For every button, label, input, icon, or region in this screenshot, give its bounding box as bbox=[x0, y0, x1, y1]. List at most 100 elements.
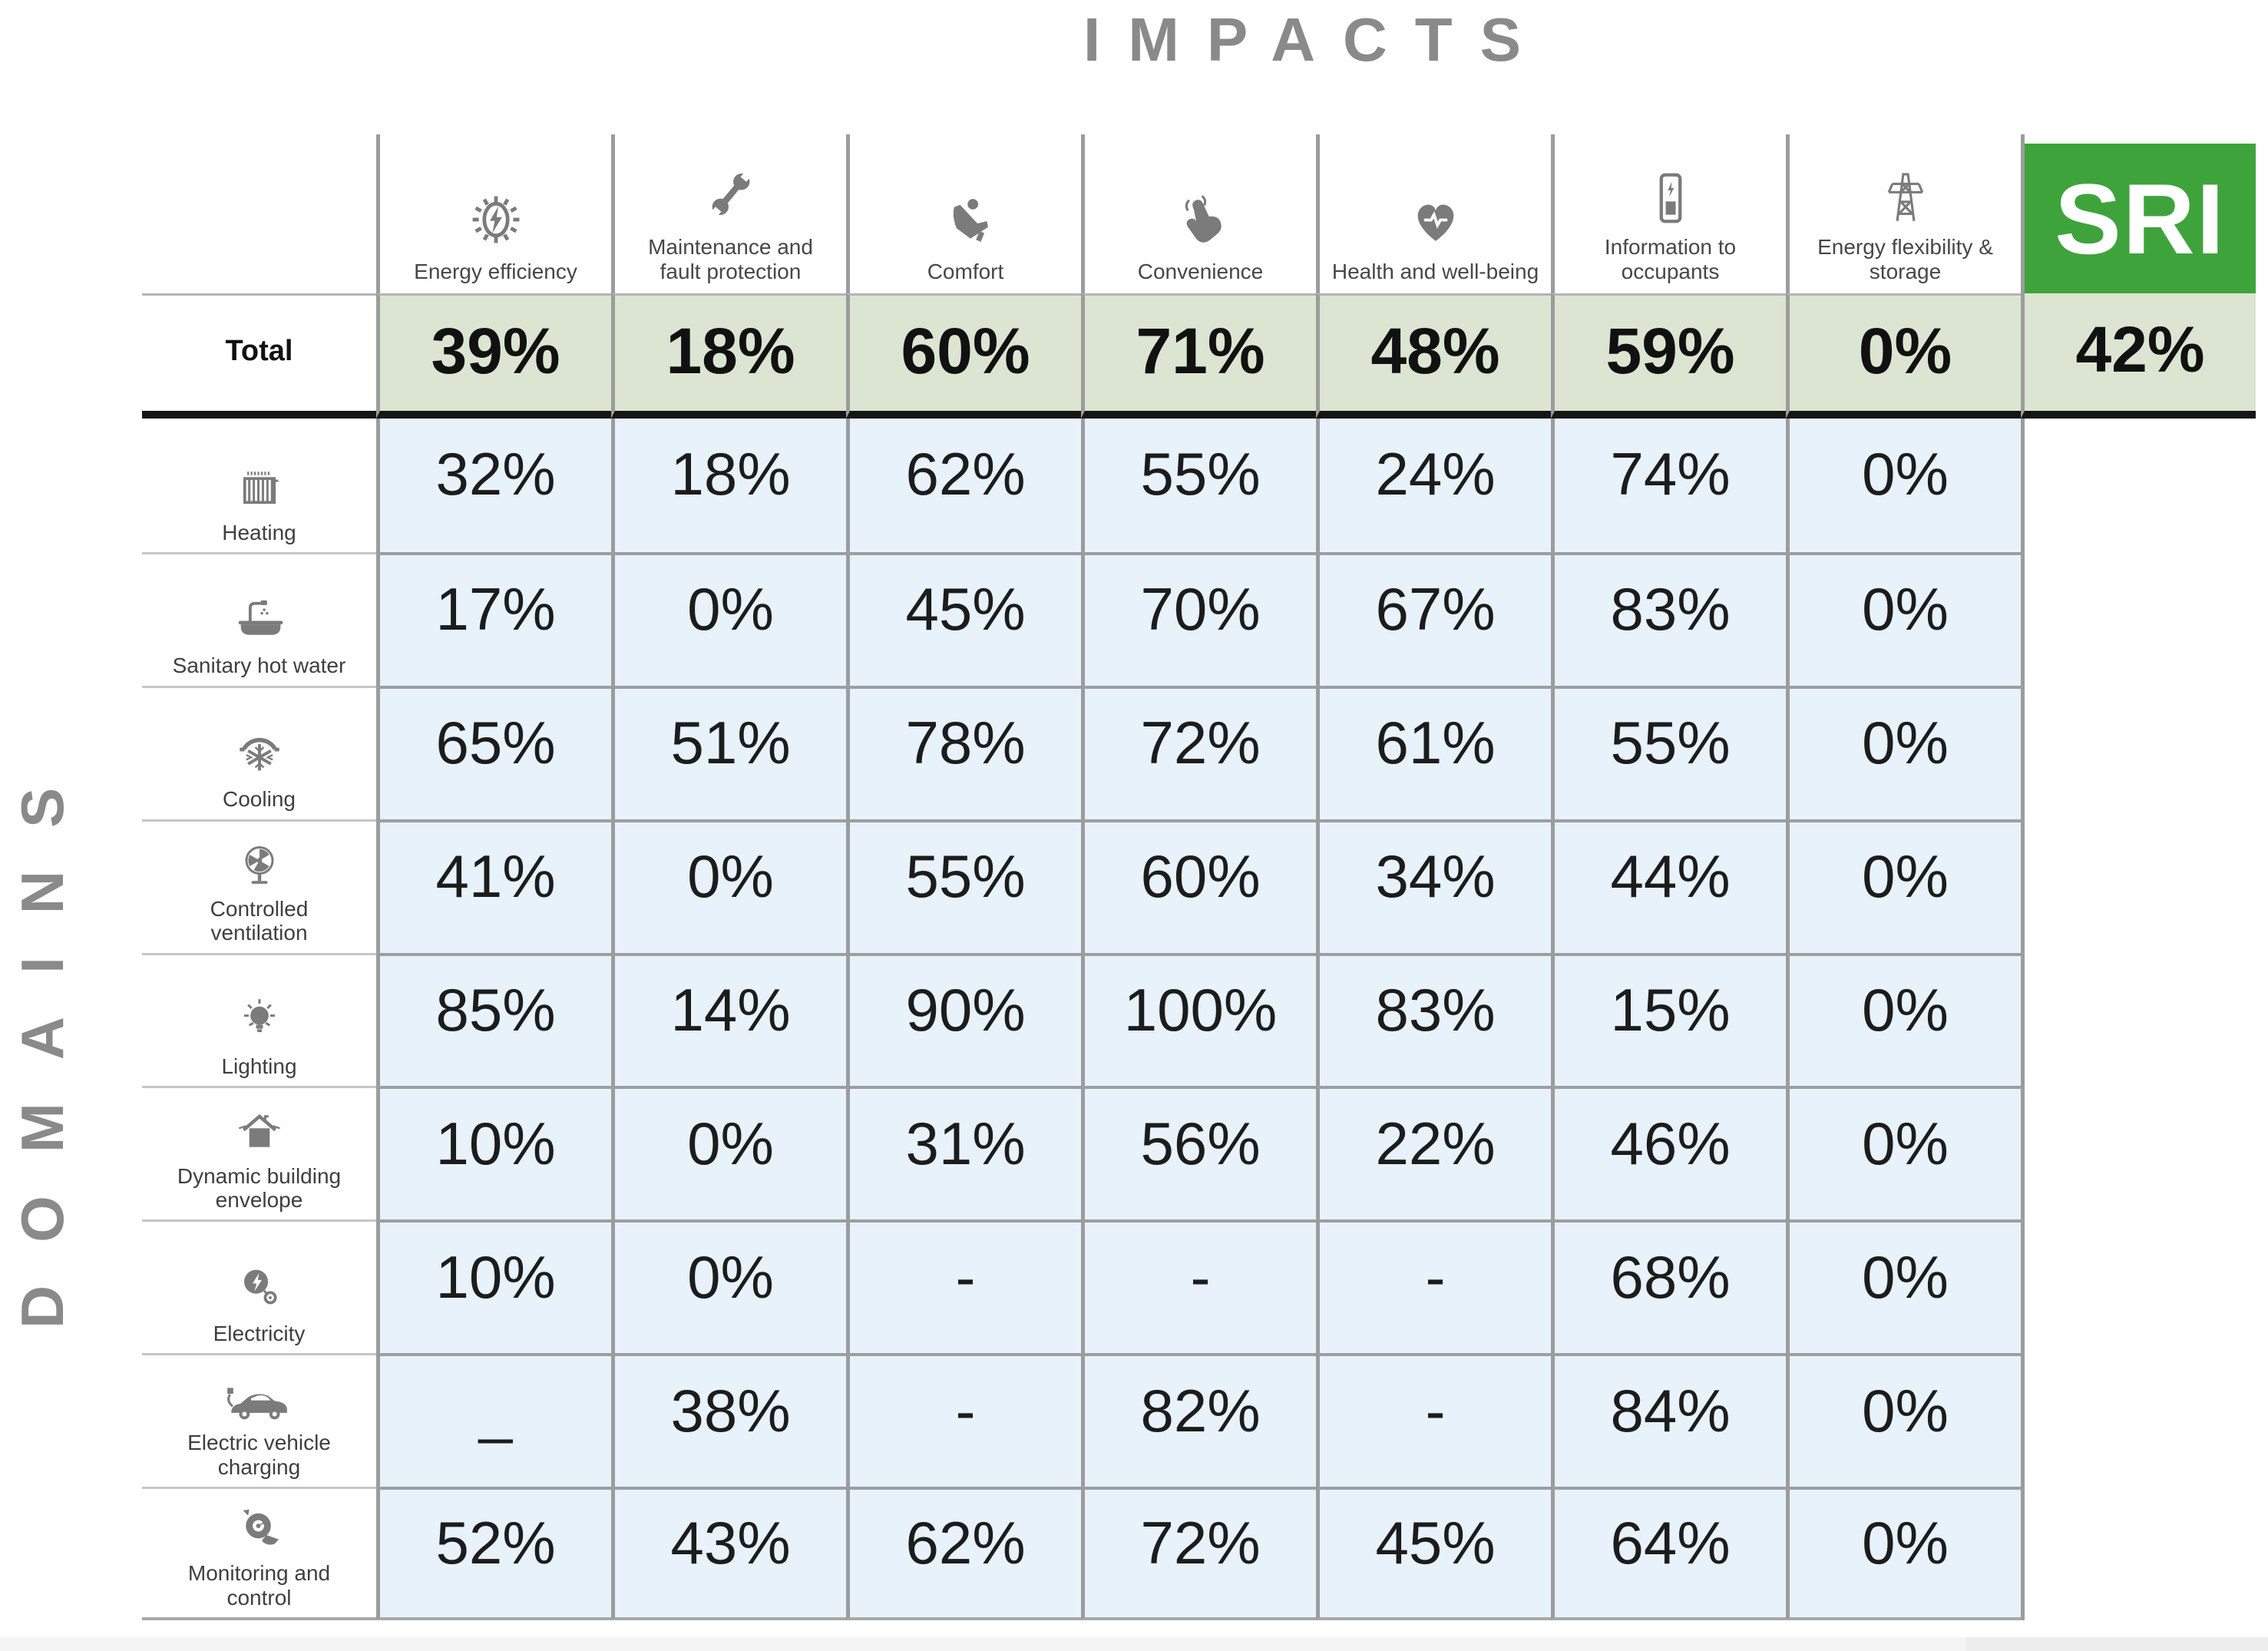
impact-column-header: Energy flexibility & storage bbox=[1786, 134, 2021, 293]
impact-column-label: Information to occupants bbox=[1604, 234, 1737, 283]
impact-total-cell: 18% bbox=[611, 293, 846, 419]
score-cell: 74% bbox=[1551, 419, 1786, 552]
score-cell: 15% bbox=[1551, 952, 1786, 1087]
heart-pulse-icon bbox=[1407, 192, 1465, 250]
impact-column-header: Comfort bbox=[846, 134, 1081, 293]
sri-empty-cell bbox=[2021, 1086, 2256, 1220]
footer-strip-right bbox=[1965, 1637, 2268, 1651]
domain-row-header: Electricity bbox=[142, 1219, 376, 1354]
sri-label: SRI bbox=[2055, 162, 2226, 275]
domains-axis-title: DOMAINS bbox=[8, 744, 76, 1329]
score-cell: 17% bbox=[376, 551, 611, 686]
score-cell: 22% bbox=[1316, 1086, 1551, 1220]
score-cell: 83% bbox=[1551, 551, 1786, 686]
score-cell: 45% bbox=[846, 551, 1081, 686]
score-cell: 32% bbox=[376, 419, 611, 552]
impact-column-label: Health and well-being bbox=[1331, 259, 1539, 283]
score-cell: 64% bbox=[1551, 1487, 1786, 1621]
score-cell: 60% bbox=[1081, 819, 1316, 953]
sri-empty-cell bbox=[2021, 819, 2256, 953]
score-cell: 68% bbox=[1551, 1219, 1786, 1354]
score-cell: 100% bbox=[1081, 952, 1316, 1087]
sri-badge: SRI bbox=[2025, 144, 2256, 293]
tap-hand-icon bbox=[1172, 192, 1230, 250]
score-cell: 72% bbox=[1081, 1487, 1316, 1621]
score-cell: 55% bbox=[1551, 685, 1786, 819]
domain-row-header: Cooling bbox=[142, 685, 376, 819]
score-cell: 38% bbox=[611, 1353, 846, 1487]
sri-column-header: SRI bbox=[2021, 134, 2256, 293]
lightbulb-icon bbox=[231, 993, 288, 1050]
domain-row-label: Cooling bbox=[223, 787, 296, 812]
impact-total-cell: 0% bbox=[1786, 293, 2021, 419]
score-cell: - bbox=[1081, 1219, 1316, 1354]
domain-row-header: Electric vehicle charging bbox=[142, 1353, 376, 1487]
gauge-icon bbox=[231, 1500, 288, 1557]
recliner-icon bbox=[937, 192, 995, 250]
score-cell: 0% bbox=[1786, 1487, 2021, 1621]
impact-column-label: Energy efficiency bbox=[414, 259, 577, 283]
score-cell: 0% bbox=[1786, 685, 2021, 819]
score-cell: 51% bbox=[611, 685, 846, 819]
sri-empty-cell bbox=[2021, 1219, 2256, 1354]
score-cell: 0% bbox=[1786, 819, 2021, 953]
domain-row-label: Controlled ventilation bbox=[210, 896, 309, 945]
score-cell: 31% bbox=[846, 1086, 1081, 1220]
score-cell: - bbox=[846, 1353, 1081, 1487]
smartphone-icon bbox=[1643, 170, 1698, 226]
score-cell: 70% bbox=[1081, 551, 1316, 686]
score-cell: 44% bbox=[1551, 819, 1786, 953]
domain-row-label: Monitoring and control bbox=[187, 1561, 331, 1610]
impact-column-label: Comfort bbox=[927, 259, 1004, 283]
score-cell: - bbox=[1316, 1353, 1551, 1487]
score-cell: 90% bbox=[846, 952, 1081, 1087]
domain-row-header: Controlled ventilation bbox=[142, 819, 376, 953]
score-cell: 72% bbox=[1081, 685, 1316, 819]
impact-column-header: Energy efficiency bbox=[376, 134, 611, 293]
domain-row-header: Heating bbox=[142, 419, 376, 552]
score-cell: 10% bbox=[376, 1219, 611, 1354]
table-corner-cell bbox=[142, 134, 376, 293]
score-cell: 55% bbox=[1081, 419, 1316, 552]
domain-row-label: Dynamic building envelope bbox=[177, 1163, 342, 1212]
score-cell: _ bbox=[376, 1353, 611, 1487]
plug-bolt-icon bbox=[231, 1260, 288, 1317]
sri-empty-cell bbox=[2021, 551, 2256, 686]
score-cell: 85% bbox=[376, 952, 611, 1087]
domain-row-label: Electricity bbox=[213, 1321, 306, 1345]
gear-bolt-icon bbox=[465, 189, 527, 250]
impacts-axis-title: IMPACTS bbox=[1083, 5, 1549, 74]
score-cell: 55% bbox=[846, 819, 1081, 953]
domain-row-label: Electric vehicle charging bbox=[187, 1431, 331, 1479]
sri-total-cell: 42% bbox=[2021, 293, 2256, 419]
domain-row-header: Lighting bbox=[142, 952, 376, 1087]
sri-empty-cell bbox=[2021, 1353, 2256, 1487]
score-cell: 62% bbox=[846, 419, 1081, 552]
score-cell: 0% bbox=[1786, 1086, 2021, 1220]
score-cell: 24% bbox=[1316, 419, 1551, 552]
score-cell: - bbox=[846, 1219, 1081, 1354]
score-cell: 46% bbox=[1551, 1086, 1786, 1220]
impact-total-cell: 59% bbox=[1551, 293, 1786, 419]
score-cell: 14% bbox=[611, 952, 846, 1087]
impact-total-cell: 71% bbox=[1081, 293, 1316, 419]
domain-row-label: Sanitary hot water bbox=[172, 653, 346, 678]
domain-row-header: Monitoring and control bbox=[142, 1487, 376, 1621]
score-cell: 0% bbox=[1786, 419, 2021, 552]
score-cell: 56% bbox=[1081, 1086, 1316, 1220]
score-cell: 0% bbox=[611, 819, 846, 953]
score-cell: 0% bbox=[1786, 1353, 2021, 1487]
sri-empty-cell bbox=[2021, 419, 2256, 552]
score-cell: 0% bbox=[611, 1219, 846, 1354]
footer-strip bbox=[0, 1637, 2268, 1651]
score-cell: 10% bbox=[376, 1086, 611, 1220]
impact-total-cell: 48% bbox=[1316, 293, 1551, 419]
score-cell: 0% bbox=[611, 551, 846, 686]
domain-row-label: Lighting bbox=[221, 1054, 297, 1079]
score-cell: 0% bbox=[611, 1086, 846, 1220]
impact-column-header: Convenience bbox=[1081, 134, 1316, 293]
pylon-icon bbox=[1876, 166, 1936, 226]
radiator-icon bbox=[231, 459, 288, 516]
impact-total-cell: 60% bbox=[846, 293, 1081, 419]
